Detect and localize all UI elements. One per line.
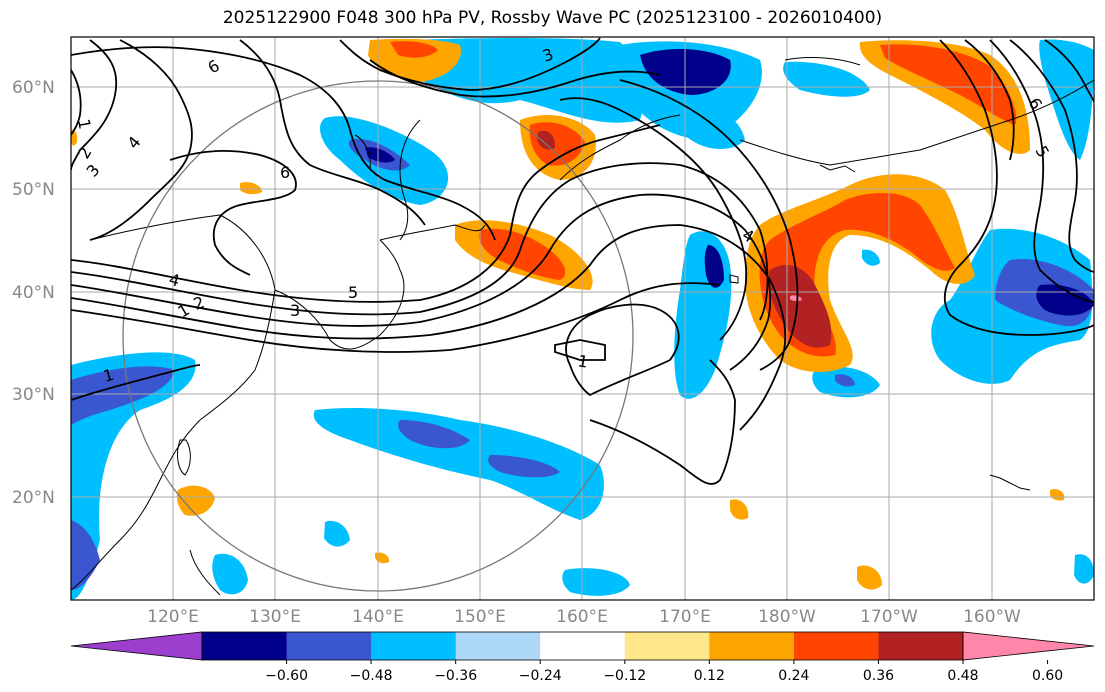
pos-shade-small-b: [857, 565, 882, 590]
lon-label-120e: 120°E: [147, 607, 199, 627]
influence-circle: [122, 80, 634, 592]
colorbar-segment: [286, 632, 372, 660]
colorbar-tick-label: 0.12: [694, 668, 725, 684]
neg-shade-small-1: [562, 568, 630, 596]
contour-label: 1: [74, 117, 94, 130]
pos-shade-hokkaido-red: [478, 228, 566, 280]
neg-shade-pacific-band: [313, 408, 604, 520]
map-title: 2025122900 F048 300 hPa PV, Rossby Wave …: [222, 8, 883, 28]
lon-label-170e: 170°E: [659, 607, 711, 627]
neg-shade-far-north-east: [1039, 39, 1094, 160]
colorbar-outline: [201, 631, 964, 661]
neg-shade-east-china: [71, 352, 196, 600]
contour-label: 1: [101, 365, 116, 386]
colorbar-extend-high: [962, 631, 1095, 661]
colorbar-segment: [709, 632, 795, 660]
contour-label: 6: [280, 163, 290, 182]
coastlines: [71, 57, 1094, 596]
pos-shade-small-d: [375, 552, 390, 564]
contour-label: 1: [576, 351, 589, 371]
colorbar-segment: [793, 632, 879, 660]
neg-shade-east-china-dark: [71, 366, 175, 425]
pos-shade-small-f: [1050, 489, 1065, 501]
neg-shade-pacific-band-dark: [398, 420, 470, 449]
colorbar-tick-label: 0.48: [947, 668, 978, 684]
neg-shade-sakhalin: [365, 147, 395, 163]
colorbar-segment: [371, 632, 457, 660]
colorbar-tick-label: 0.60: [1032, 668, 1063, 684]
colorbar-tick-label: 0.24: [778, 668, 809, 684]
pos-shade-north-siberia: [368, 38, 461, 82]
lat-labels: 60°N 50°N 40°N 30°N 20°N: [12, 78, 55, 508]
pos-shade-dateline-pink: [790, 295, 802, 302]
colorbar-tick-label: −0.24: [519, 668, 562, 684]
colorbar-tick-label: −0.48: [350, 668, 393, 684]
lat-label-40n: 40°N: [12, 283, 55, 303]
lon-label-160w: 160°W: [963, 607, 1021, 627]
neg-shade-small-5: [862, 249, 880, 266]
lat-label-30n: 30°N: [12, 385, 55, 405]
neg-shade-dateline-west-dark: [704, 245, 724, 288]
contour-label: 5: [348, 283, 358, 302]
colorbar-segment: [878, 632, 964, 660]
lon-label-150e: 150°E: [454, 607, 506, 627]
lon-label-180w: 180°W: [758, 607, 816, 627]
neg-shade-small-4: [1074, 554, 1094, 584]
colorbar-tick-label: −0.36: [434, 668, 477, 684]
colorbar-tick-label: −0.12: [603, 668, 646, 684]
lat-label-60n: 60°N: [12, 78, 55, 98]
colorbar: −0.60 −0.48 −0.36 −0.24 −0.12 0.12 0.24 0.36 0.4…: [70, 631, 1095, 684]
colorbar-segment: [202, 632, 288, 660]
shading-layer: [71, 38, 1094, 600]
neg-shade-alaska-west: [783, 61, 870, 97]
neg-shade-small-3: [212, 553, 248, 595]
neg-shade-small-2: [324, 520, 350, 547]
lon-label-170w: 170°W: [860, 607, 918, 627]
lon-label-140e: 140°E: [352, 607, 404, 627]
contour-label: 4: [167, 270, 182, 291]
colorbar-segment: [455, 632, 541, 660]
lat-label-20n: 20°N: [12, 488, 55, 508]
pos-shade-small-c: [240, 182, 262, 195]
colorbar-tick-label: 0.36: [863, 668, 894, 684]
map-border: [70, 36, 1095, 601]
pv-contours: [71, 37, 1094, 485]
lon-label-130e: 130°E: [249, 607, 301, 627]
graticule: [71, 37, 1094, 600]
pos-shade-dateline-dark: [768, 265, 832, 348]
neg-shade-pacific-band-dark2: [488, 455, 560, 478]
lon-label-160e: 160°E: [556, 607, 608, 627]
neg-shade-sw-corner: [71, 520, 100, 590]
colorbar-segment: [540, 632, 626, 660]
contour-label: 3: [290, 301, 300, 320]
neg-shade-hawaii-north-dark: [835, 374, 855, 387]
pos-shade-kamchatka-south-dark: [537, 130, 556, 150]
pos-shade-taiwan: [176, 485, 215, 516]
lat-label-50n: 50°N: [12, 180, 55, 200]
colorbar-extend-low: [70, 631, 203, 661]
colorbar-tick-label: −0.60: [265, 668, 308, 684]
lon-labels: 120°E 130°E 140°E 150°E 160°E 170°E 180°…: [147, 607, 1021, 627]
pos-shade-north-siberia-red: [390, 41, 438, 58]
pos-shade-small-a: [730, 499, 749, 520]
colorbar-segment: [624, 632, 710, 660]
